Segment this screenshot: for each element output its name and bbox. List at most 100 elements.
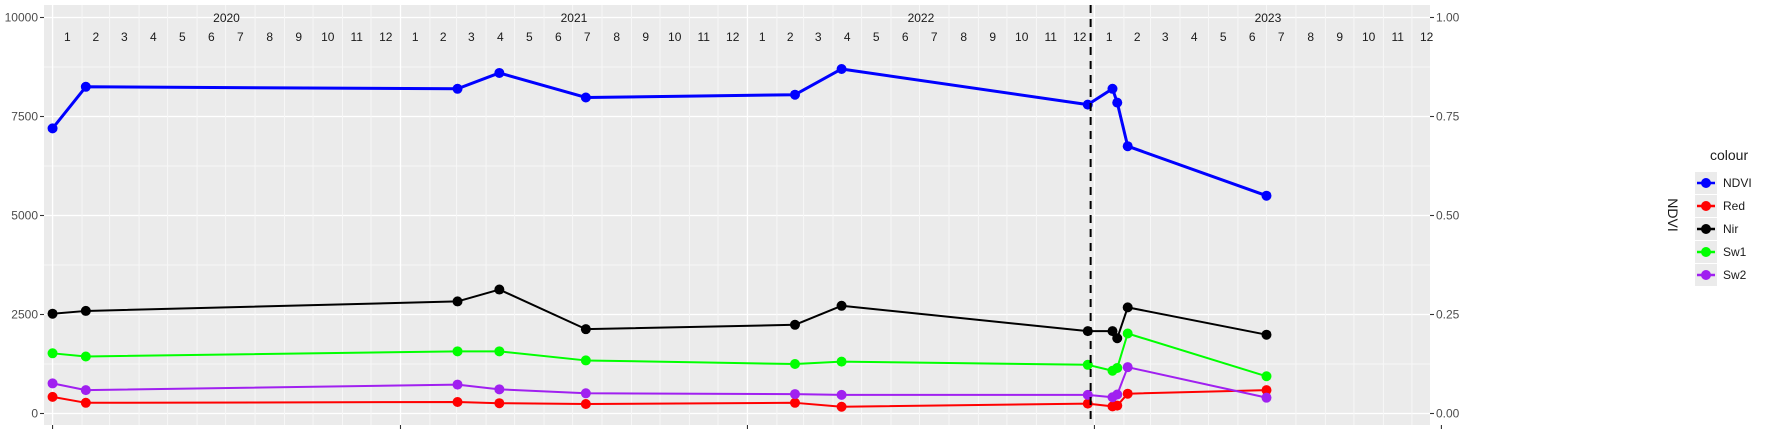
month-label: 5 (179, 30, 186, 44)
data-point-sw1 (47, 348, 58, 359)
series-line-nir (52, 288, 1267, 340)
data-point-sw2 (789, 389, 800, 400)
month-label: 8 (613, 30, 620, 44)
data-point-sw1 (80, 351, 91, 362)
legend-key-point (1701, 224, 1711, 234)
month-label: 6 (1249, 30, 1256, 44)
month-label: 11 (1391, 30, 1404, 44)
month-label: 3 (121, 30, 128, 44)
y-left-tick-label: 2500 (11, 308, 38, 322)
month-label: 1 (412, 30, 419, 44)
data-point-nir (789, 319, 800, 330)
data-point-nir (452, 296, 463, 307)
month-label: 11 (1044, 30, 1057, 44)
month-label: 1 (64, 30, 71, 44)
month-label: 7 (931, 30, 938, 44)
data-point-ndvi (1112, 97, 1123, 108)
data-point-ndvi (1107, 83, 1118, 94)
data-point-sw2 (1261, 392, 1272, 403)
year-label: 2021 (561, 11, 588, 25)
data-point-sw1 (1261, 371, 1272, 382)
month-label: 8 (960, 30, 967, 44)
data-point-sw1 (789, 359, 800, 369)
month-label: 1 (759, 30, 766, 44)
legend-key-point (1701, 270, 1711, 280)
data-point-nir (836, 300, 847, 311)
y-right-tick-label: 0.00 (1436, 407, 1460, 421)
legend-label-sw1: Sw1 (1723, 245, 1747, 259)
month-label: 10 (668, 30, 682, 44)
data-point-red (494, 398, 505, 409)
data-point-red (836, 401, 847, 412)
data-point-nir (1112, 333, 1123, 344)
month-label: 9 (989, 30, 996, 44)
month-label: 3 (815, 30, 822, 44)
data-point-nir (1261, 329, 1272, 340)
month-label: 9 (1336, 30, 1343, 44)
month-label: 4 (844, 30, 851, 44)
month-label: 3 (1162, 30, 1169, 44)
year-label: 2023 (1255, 11, 1282, 25)
legend-label-red: Red (1723, 199, 1745, 213)
y-right-tick-label: 1.00 (1436, 11, 1460, 25)
month-label: 2 (92, 30, 99, 44)
series-lines (47, 63, 1272, 412)
data-point-nir (1122, 302, 1133, 313)
data-point-ndvi (1122, 141, 1133, 152)
data-point-ndvi (580, 92, 591, 103)
month-label: 11 (351, 30, 364, 44)
y-right-tick-label: 0.50 (1436, 209, 1460, 223)
legend: colour NDVI Red Nir Sw1 Sw2 (1695, 147, 1752, 286)
month-label: 5 (526, 30, 533, 44)
legend-key-point (1701, 247, 1711, 257)
month-label: 2 (440, 30, 447, 44)
right-axis-title: NDVI (1665, 198, 1681, 231)
y-axis-right: 0.00 0.25 0.50 0.75 1.00 (1430, 11, 1460, 421)
legend-label-sw2: Sw2 (1723, 268, 1747, 282)
data-point-sw1 (836, 356, 847, 367)
month-label: 12 (379, 30, 393, 44)
data-point-sw2 (494, 384, 505, 395)
data-point-red (47, 391, 58, 402)
y-left-tick-label: 0 (31, 407, 38, 421)
month-label: 7 (1278, 30, 1285, 44)
data-point-sw1 (494, 346, 505, 357)
month-label: 12 (726, 30, 740, 44)
legend-label-ndvi: NDVI (1723, 176, 1752, 190)
month-label: 10 (1015, 30, 1029, 44)
month-label: 9 (642, 30, 649, 44)
month-label: 5 (873, 30, 880, 44)
month-label: 6 (902, 30, 909, 44)
data-point-sw2 (1122, 362, 1133, 373)
data-point-ndvi (1261, 190, 1272, 201)
y-left-tick-label: 5000 (11, 209, 38, 223)
y-axis-left: 0 2500 5000 7500 10000 (5, 11, 44, 421)
month-label: 2 (787, 30, 794, 44)
month-label: 8 (1307, 30, 1314, 44)
month-label: 7 (584, 30, 591, 44)
legend-label-nir: Nir (1723, 222, 1738, 236)
month-label: 4 (1191, 30, 1198, 44)
data-point-sw2 (452, 379, 463, 390)
data-point-sw2 (836, 389, 847, 400)
data-point-red (580, 398, 591, 409)
data-point-nir (1107, 326, 1118, 337)
data-point-red (1261, 385, 1272, 396)
data-point-ndvi (836, 63, 847, 74)
year-label: 2020 (213, 11, 240, 25)
month-label: 1 (1106, 30, 1113, 44)
series-line-sw1 (52, 332, 1267, 378)
y-right-tick-label: 0.75 (1436, 110, 1460, 124)
data-point-sw1 (1112, 362, 1123, 373)
legend-key-point (1701, 201, 1711, 211)
month-label: 7 (237, 30, 244, 44)
month-label: 12 (1420, 30, 1434, 44)
data-point-red (1112, 400, 1123, 411)
y-left-tick-label: 10000 (5, 11, 39, 25)
legend-title: colour (1710, 147, 1748, 163)
data-point-sw1 (452, 346, 463, 357)
month-label: 12 (1073, 30, 1087, 44)
data-point-ndvi (80, 81, 91, 92)
month-label: 4 (150, 30, 157, 44)
